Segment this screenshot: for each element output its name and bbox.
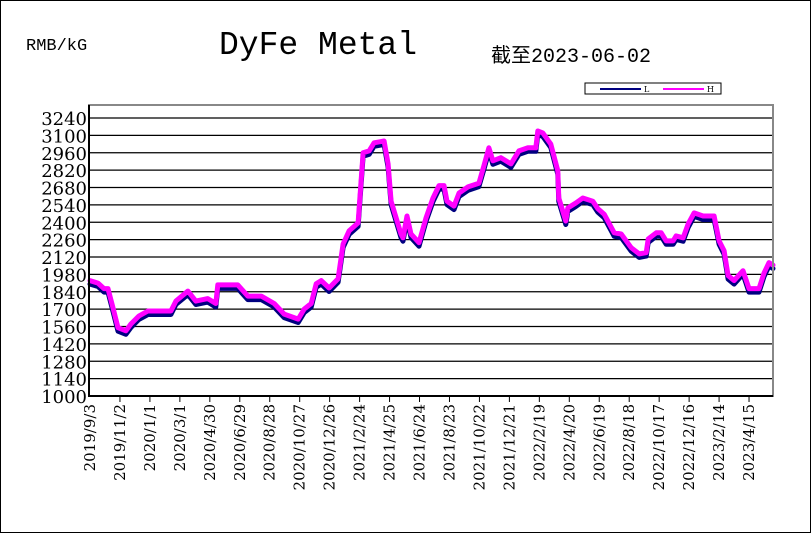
y-tick-label: 1280 [41, 352, 87, 373]
x-tick-label: 2019/9/3 [81, 404, 99, 471]
x-tick-label: 2022/6/19 [590, 404, 608, 481]
unit-label: RMB/kG [26, 37, 88, 56]
x-tick-label: 2021/8/23 [440, 404, 458, 481]
y-tick-label: 2820 [41, 161, 87, 182]
y-tick-label: 2540 [41, 196, 87, 217]
y-tick-label: 1420 [41, 335, 87, 356]
series-line-h [87, 128, 776, 334]
x-tick-label: 2020/1/1 [141, 404, 159, 471]
as-of-date: 截至2023-06-02 [491, 46, 652, 69]
x-tick-label: 2020/6/29 [231, 404, 249, 481]
y-tick-label: 2260 [41, 231, 87, 252]
x-tick-label: 2023/2/14 [710, 404, 728, 481]
x-tick-label: 2020/8/28 [261, 404, 279, 481]
x-tick-label: 2021/10/22 [470, 404, 488, 490]
legend-box [584, 82, 722, 95]
x-tick-label: 2023/4/15 [740, 404, 758, 481]
x-axis-ticks: 2019/9/3 2019/11/2 2020/1/1 2020/3/1 2020/4/… [81, 396, 758, 490]
y-tick-label: 2960 [41, 144, 87, 165]
x-tick-label: 2019/11/2 [111, 404, 129, 481]
y-tick-label: 3100 [41, 126, 87, 147]
y-tick-label: 1000 [41, 387, 87, 408]
legend-label-h: H [707, 85, 714, 94]
y-tick-label: 1560 [41, 318, 87, 339]
legend-label-l: L [644, 85, 650, 94]
x-tick-label: 2021/2/24 [351, 404, 369, 481]
y-tick-label: 2400 [41, 213, 87, 234]
y-axis-ticks: 1000114012801420156017001840198021202260… [41, 109, 87, 408]
x-tick-label: 2022/10/17 [650, 404, 668, 490]
gridlines [90, 117, 773, 380]
x-tick-label: 2022/4/20 [560, 404, 578, 481]
y-tick-label: 1980 [41, 265, 87, 286]
plot-frame [88, 104, 774, 397]
y-tick-label: 1140 [41, 370, 87, 391]
y-tick-label: 1700 [41, 300, 87, 321]
x-tick-label: 2020/4/30 [201, 404, 219, 481]
x-tick-label: 2022/8/18 [620, 404, 638, 481]
x-tick-label: 2021/6/24 [411, 404, 429, 481]
series-lines [87, 128, 776, 337]
y-tick-label: 2680 [41, 179, 87, 200]
x-tick-label: 2021/4/25 [381, 404, 399, 481]
legend: L H [584, 82, 722, 95]
x-tick-label: 2020/12/26 [321, 404, 339, 490]
y-tick-label: 1840 [41, 283, 87, 304]
y-tick-label: 3240 [41, 109, 87, 130]
x-tick-label: 2022/12/16 [680, 404, 698, 490]
x-tick-label: 2022/2/19 [530, 404, 548, 481]
x-tick-label: 2021/12/21 [500, 404, 518, 490]
series-line-l [87, 132, 776, 337]
y-tick-label: 2120 [41, 248, 87, 269]
x-tick-label: 2020/10/27 [291, 404, 309, 490]
x-tick-label: 2020/3/1 [171, 404, 189, 471]
chart-title: DyFe Metal [219, 27, 418, 64]
